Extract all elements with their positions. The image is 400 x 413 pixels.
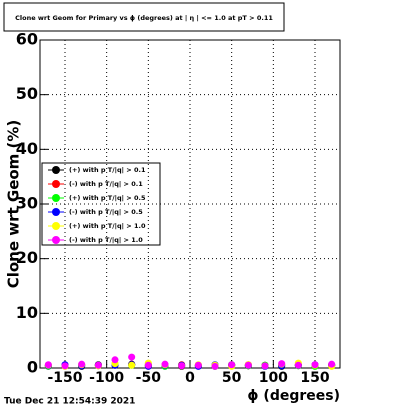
y-tick-label: 20 bbox=[16, 248, 38, 267]
data-point bbox=[78, 360, 86, 368]
y-tick-label: 50 bbox=[16, 84, 38, 103]
legend-marker bbox=[52, 194, 60, 202]
chart-title: Clone wrt Geom for Primary vs ϕ (degrees… bbox=[15, 14, 273, 23]
x-tick-label: 50 bbox=[222, 370, 242, 386]
data-point bbox=[278, 360, 286, 368]
legend-label: (-) with p T/|q| > 0.5 bbox=[69, 208, 143, 217]
legend-marker bbox=[52, 180, 60, 188]
data-point bbox=[178, 362, 186, 370]
y-tick-label: 60 bbox=[16, 30, 38, 49]
data-point bbox=[61, 362, 69, 370]
y-tick-label: 0 bbox=[27, 358, 38, 377]
x-axis-label: ϕ (degrees) bbox=[247, 388, 340, 404]
legend-label: (+) with p T/|q| > 0.5 bbox=[69, 194, 146, 203]
data-point bbox=[161, 360, 169, 368]
data-point bbox=[111, 356, 119, 364]
legend-marker bbox=[52, 236, 60, 244]
x-tick-label: 150 bbox=[300, 370, 329, 386]
data-point bbox=[211, 362, 219, 370]
timestamp: Tue Dec 21 12:54:39 2021 bbox=[4, 397, 135, 407]
data-point bbox=[194, 361, 202, 369]
legend-label: (+) with p T/|q| > 1.0 bbox=[69, 222, 146, 231]
y-tick-label: 30 bbox=[16, 194, 38, 213]
y-tick-label: 10 bbox=[16, 303, 38, 322]
y-axis-label: Clone wrt Geom (%) bbox=[5, 120, 23, 289]
data-point bbox=[311, 361, 319, 369]
data-point bbox=[128, 361, 136, 369]
legend-label: (+) with p T/|q| > 0.1 bbox=[69, 166, 146, 175]
x-tick-label: -150 bbox=[47, 370, 82, 386]
data-point bbox=[244, 361, 252, 369]
legend-marker bbox=[52, 166, 60, 174]
data-point bbox=[94, 361, 102, 369]
data-point bbox=[228, 361, 236, 369]
x-tick-label: -100 bbox=[89, 370, 124, 386]
data-point bbox=[261, 362, 269, 370]
title-box bbox=[3, 2, 285, 32]
data-point bbox=[294, 361, 302, 369]
x-tick-label: 100 bbox=[259, 370, 288, 386]
y-tick-label: 40 bbox=[16, 139, 38, 158]
data-point bbox=[44, 361, 52, 369]
x-tick-label: 0 bbox=[185, 370, 195, 386]
x-tick-label: -50 bbox=[136, 370, 162, 386]
legend-label: (-) with p T/|q| > 0.1 bbox=[69, 180, 143, 189]
legend-marker bbox=[52, 222, 60, 230]
data-point bbox=[328, 360, 336, 368]
legend-label: (-) with p T/|q| > 1.0 bbox=[69, 236, 143, 245]
data-point bbox=[144, 361, 152, 369]
legend-marker bbox=[52, 208, 60, 216]
data-point bbox=[128, 353, 136, 361]
